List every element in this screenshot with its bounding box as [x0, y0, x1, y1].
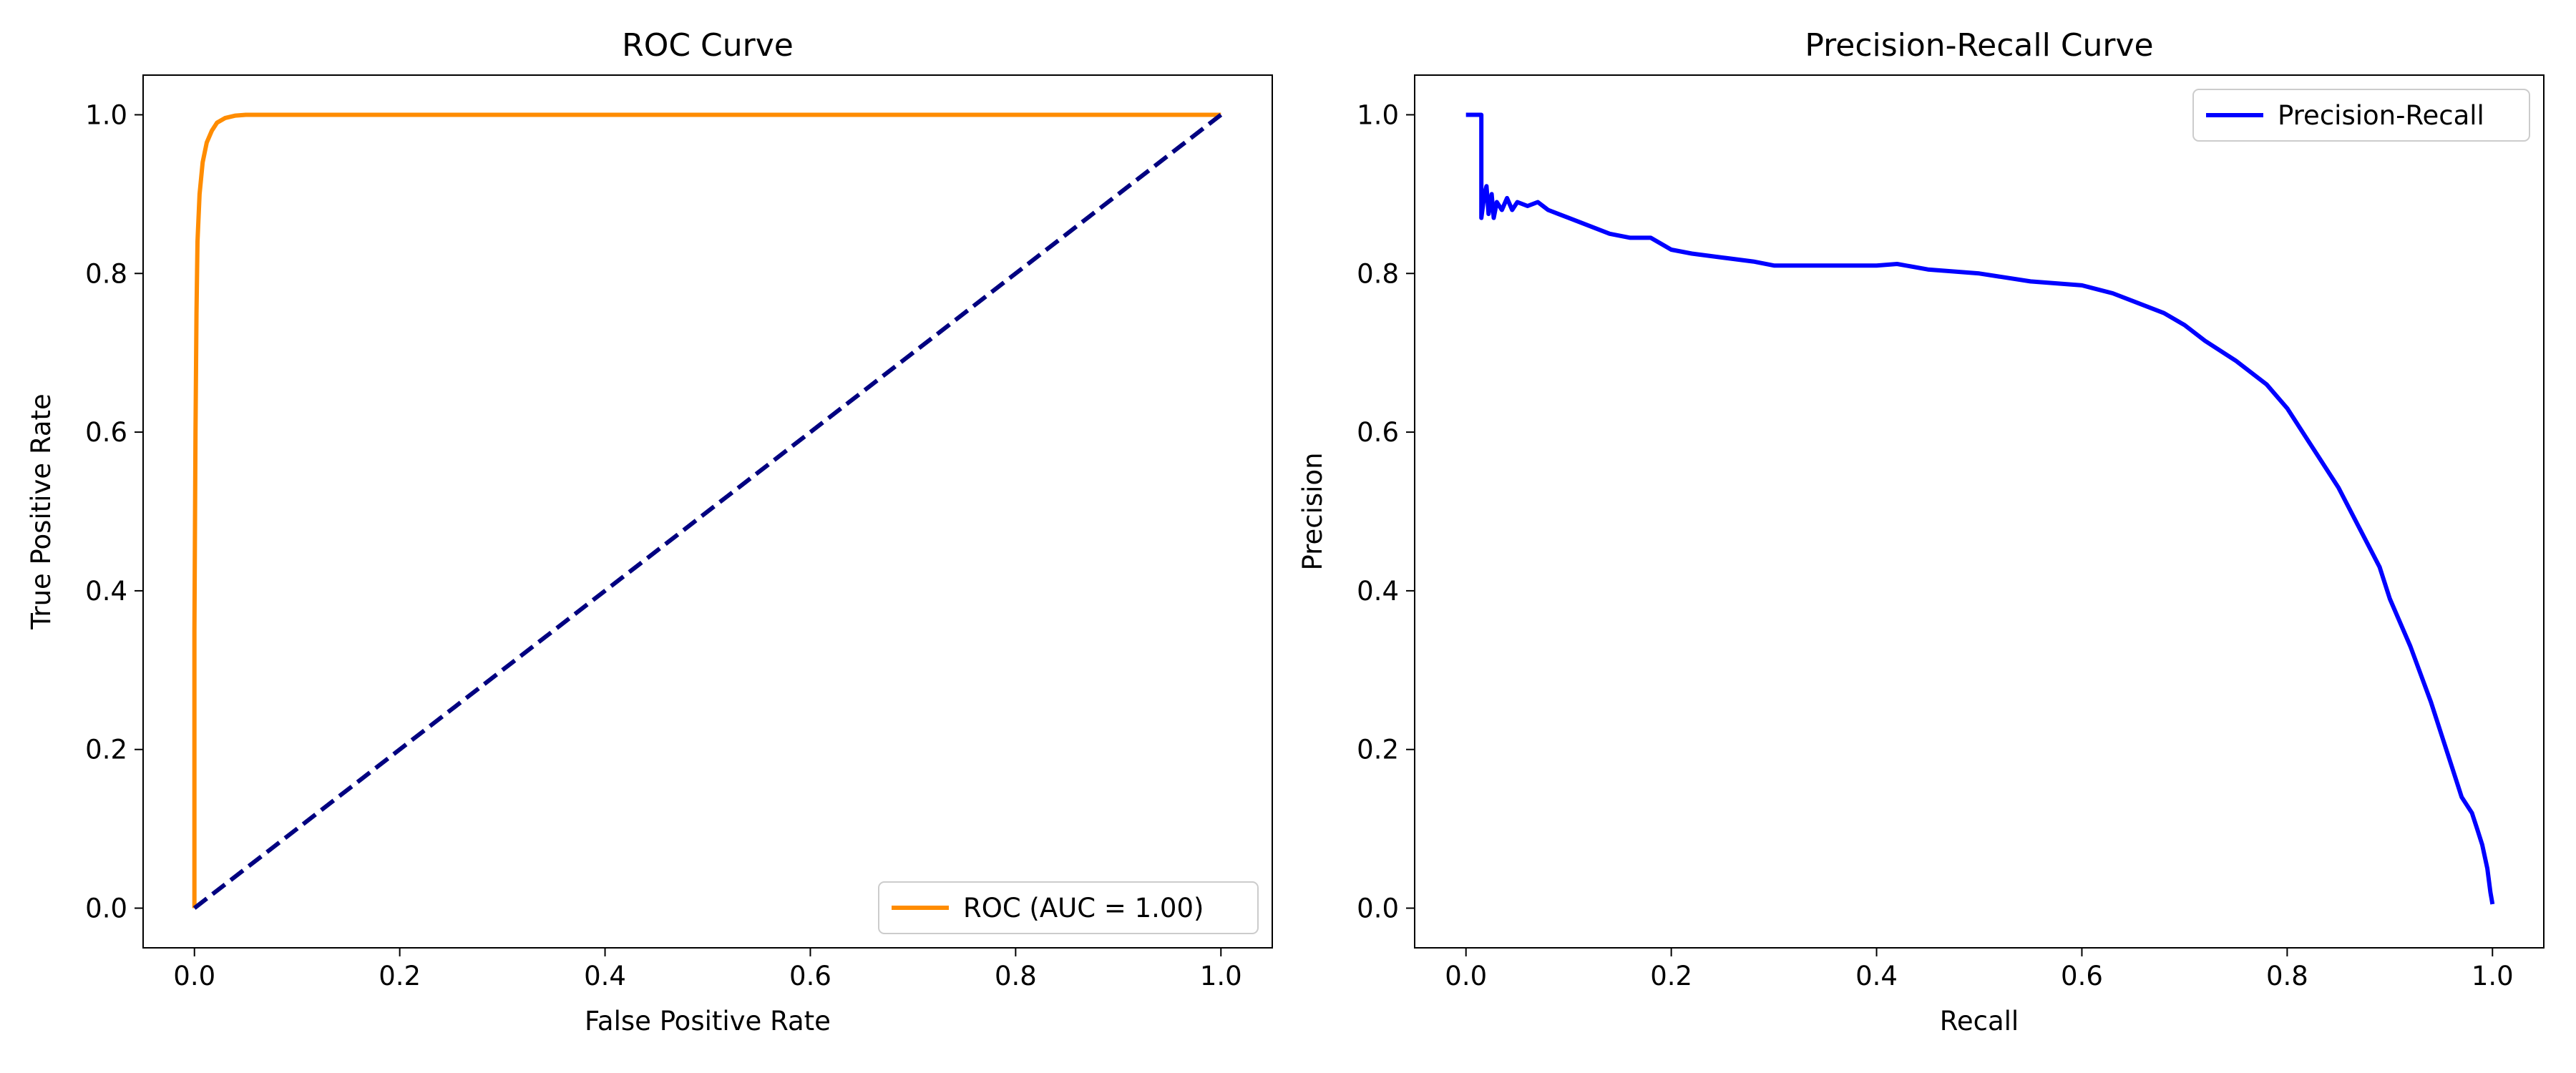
pr-y-tick-label: 1.0	[1357, 99, 1399, 130]
roc-y-tick-label: 0.6	[85, 417, 127, 448]
pr-x-tick-label: 0.4	[1855, 961, 1898, 991]
pr-y-tick-label: 0.6	[1357, 417, 1399, 448]
roc-x-tick-label: 0.8	[995, 961, 1037, 991]
roc-y-tick-label: 0.4	[85, 576, 127, 607]
roc-x-tick-label: 0.2	[379, 961, 421, 991]
pr-x-axis-label: Recall	[1940, 1006, 2019, 1037]
roc-series-line-0	[192, 112, 1221, 908]
pr-panel: Precision-Recall Curve Recall Precision 0.0…	[1297, 27, 2545, 1037]
pr-x-tick-label: 0.8	[2266, 961, 2308, 991]
pr-y-axis-label: Precision	[1297, 452, 1328, 570]
roc-series-line-1	[192, 113, 1223, 910]
pr-title: Precision-Recall Curve	[1805, 27, 2153, 64]
roc-x-tick-label: 0.6	[789, 961, 831, 991]
pr-x-tick-label: 1.0	[2472, 961, 2514, 991]
pr-axes-frame	[1414, 74, 2545, 949]
pr-x-tick-label: 0.6	[2061, 961, 2103, 991]
pr-x-tick-label: 0.2	[1650, 961, 1692, 991]
pr-legend: Precision-Recall	[2192, 89, 2530, 142]
pr-x-tick-label: 0.0	[1445, 961, 1487, 991]
roc-title: ROC Curve	[622, 27, 794, 64]
roc-legend: ROC (AUC = 1.00)	[878, 881, 1259, 934]
roc-y-tick-label: 0.8	[85, 258, 127, 289]
roc-y-axis-label: True Positive Rate	[26, 393, 57, 630]
pr-y-tick-label: 0.4	[1357, 576, 1399, 607]
pr-series-line-0	[1465, 112, 2495, 905]
roc-x-tick-label: 0.0	[173, 961, 215, 991]
roc-axes-frame	[142, 74, 1273, 949]
roc-y-tick-label: 0.2	[85, 735, 127, 765]
roc-legend-box	[878, 881, 1259, 934]
roc-x-tick-label: 1.0	[1200, 961, 1242, 991]
roc-x-axis-label: False Positive Rate	[585, 1006, 831, 1037]
roc-panel: ROC Curve False Positive Rate True Positiv…	[26, 27, 1273, 1037]
roc-y-tick-label: 0.0	[85, 893, 127, 924]
pr-legend-label: Precision-Recall	[2278, 100, 2484, 131]
pr-y-tick-label: 0.0	[1357, 893, 1399, 924]
pr-legend-box	[2192, 89, 2530, 142]
roc-x-tick-label: 0.4	[584, 961, 626, 991]
roc-y-tick-label: 1.0	[85, 99, 127, 130]
pr-y-tick-label: 0.8	[1357, 258, 1399, 289]
pr-y-tick-label: 0.2	[1357, 735, 1399, 765]
roc-legend-label: ROC (AUC = 1.00)	[963, 893, 1204, 923]
